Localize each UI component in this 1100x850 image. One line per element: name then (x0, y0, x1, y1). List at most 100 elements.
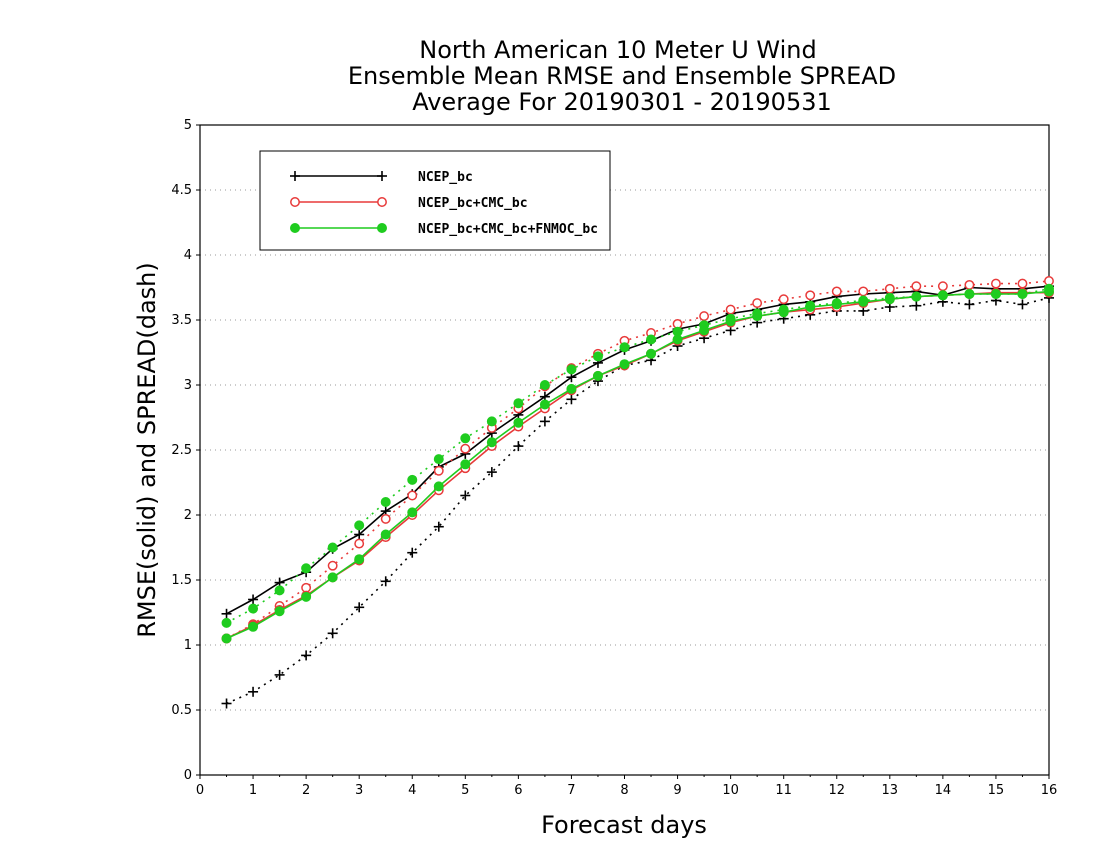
x-tick-label: 8 (620, 783, 628, 798)
rmse-point (513, 417, 524, 428)
spread-point (831, 286, 842, 297)
spread-point (248, 686, 259, 697)
rmse-point (301, 591, 312, 602)
spread-point (513, 398, 524, 409)
x-axis: 0 1 2 3 4 5 6 7 8 9 10 11 12 13 14 15 16 (196, 775, 1057, 798)
y-tick-label: 3 (184, 378, 192, 393)
rmse-point (805, 302, 816, 312)
x-tick-label: 16 (1041, 783, 1058, 798)
y-tick-label: 3.5 (171, 313, 192, 328)
legend-marker (290, 171, 300, 181)
spread-point (327, 542, 338, 553)
spread-point (407, 474, 418, 485)
spread-point (460, 433, 471, 444)
rmse-point (937, 290, 948, 301)
rmse-point (699, 325, 710, 336)
spread-point (407, 490, 418, 501)
spread-point (460, 443, 471, 454)
spread-point (513, 441, 524, 452)
spread-point (380, 576, 391, 587)
rmse-point (1017, 289, 1028, 299)
y-tick-label: 4.5 (171, 183, 192, 198)
spread-point (1017, 278, 1028, 289)
rmse-point (274, 606, 285, 617)
x-tick-label: 4 (408, 783, 416, 798)
x-tick-label: 0 (196, 783, 204, 798)
x-tick-label: 3 (355, 783, 363, 798)
rmse-point (221, 608, 232, 619)
spread-point (619, 342, 630, 353)
legend-label: NCEP_bc+CMC_bc+FNMOC_bc (418, 222, 598, 237)
x-tick-label: 5 (461, 783, 469, 798)
legend-entry-ncep-bc-cmc-bc: NCEP_bc+CMC_bc (290, 196, 528, 211)
spread-point (778, 294, 789, 305)
rmse-point (380, 529, 391, 540)
rmse-point (858, 296, 869, 307)
x-tick-label: 12 (828, 783, 845, 798)
y-tick-label: 1.5 (171, 573, 192, 588)
legend-label: NCEP_bc+CMC_bc (418, 196, 528, 211)
spread-point (646, 334, 657, 345)
y-tick-label: 1 (184, 638, 192, 653)
rmse-point (964, 289, 975, 299)
rmse-point (831, 299, 842, 310)
spread-point (539, 380, 550, 390)
spread-point (486, 416, 497, 427)
spread-line-ncep-bc (226, 297, 1050, 705)
series-layer (221, 276, 1054, 709)
rmse-point (725, 316, 736, 327)
spread-point (354, 520, 365, 531)
spread-point (301, 563, 312, 574)
spread-point (725, 304, 736, 315)
spread-point (354, 602, 365, 613)
spread-point (566, 394, 577, 405)
y-tick-label: 2 (184, 508, 192, 523)
rmse-point (990, 289, 1001, 299)
x-tick-label: 10 (722, 783, 739, 798)
spread-point (884, 283, 895, 294)
spread-point (407, 547, 418, 558)
spread-point (566, 364, 577, 375)
legend-box (259, 150, 611, 251)
y-tick-label: 2.5 (171, 443, 192, 458)
rmse-point (911, 291, 922, 302)
spread-point (486, 467, 497, 478)
y-tick-label: 0.5 (171, 703, 192, 718)
legend-label: NCEP_bc (418, 170, 473, 185)
spread-point (354, 538, 365, 549)
legend-entry-ncep-bc: NCEP_bc (290, 170, 473, 185)
spread-point (937, 281, 948, 292)
rmse-point (752, 311, 763, 322)
x-tick-label: 15 (988, 783, 1005, 798)
legend-marker (377, 197, 387, 207)
spread-point (433, 454, 444, 465)
spread-point (433, 465, 444, 476)
y-axis: 0 0.5 1 1.5 2 2.5 3 3.5 4 4.5 5 (171, 118, 200, 783)
rmse-point (884, 294, 895, 305)
spread-point (327, 560, 338, 571)
legend-marker (290, 197, 300, 207)
spread-point (539, 416, 550, 427)
legend-marker (377, 223, 387, 233)
x-tick-label: 13 (882, 783, 899, 798)
legend: NCEP_bc NCEP_bc+CMC_bc NCEP_bc+CMC_bc+FNMO… (259, 150, 611, 251)
rmse-point (407, 507, 418, 518)
spread-point (911, 300, 922, 311)
x-axis-label: Forecast days (541, 811, 707, 839)
rmse-point (248, 621, 259, 632)
x-tick-label: 2 (302, 783, 310, 798)
y-axis-label: RMSE(solid) and SPREAD(dash) (133, 262, 161, 638)
x-tick-label: 11 (775, 783, 792, 798)
rmse-point (1044, 286, 1054, 297)
rmse-point (592, 370, 603, 381)
x-tick-label: 7 (567, 783, 575, 798)
x-tick-label: 6 (514, 783, 522, 798)
legend-marker (377, 171, 387, 181)
spread-point (699, 311, 710, 322)
spread-point (380, 497, 391, 507)
title-line-3: Average For 20190301 - 20190531 (412, 88, 832, 116)
spread-point (221, 617, 232, 628)
rmse-point (566, 383, 577, 394)
